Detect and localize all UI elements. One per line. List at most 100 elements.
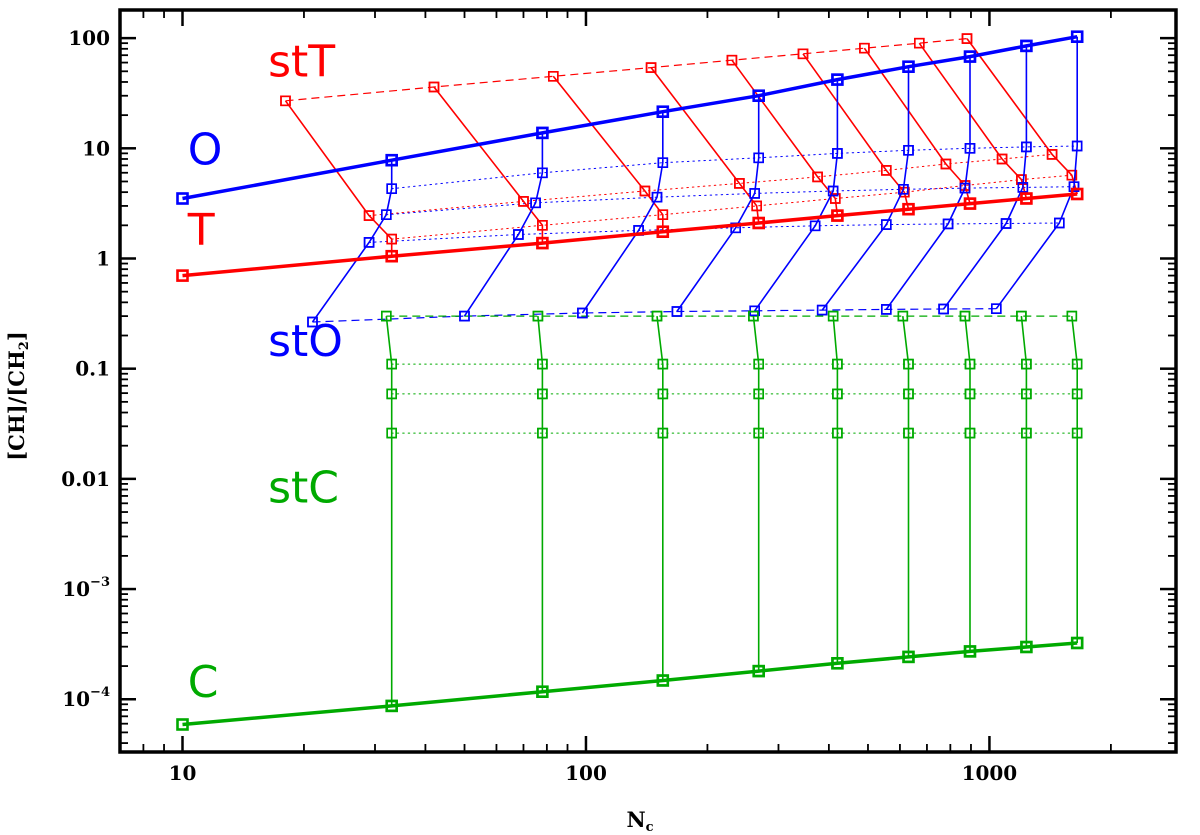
series-line-stC-to-C-2: [537, 316, 544, 692]
series-line-O-level-2: [385, 186, 1075, 216]
y-axis-title-main: [CH]/[CH: [4, 350, 29, 461]
series-stO: [307, 303, 1002, 328]
data-point: [386, 358, 398, 370]
data-point: [1020, 192, 1033, 205]
series-line-stO-to-O-1: [311, 160, 393, 323]
data-point: [959, 310, 971, 322]
data-point: [831, 656, 844, 670]
data-point: [1020, 640, 1033, 654]
data-point: [1071, 427, 1083, 439]
data-point: [963, 50, 977, 63]
series-stO-to-O-3: [577, 106, 669, 319]
data-point: [1066, 169, 1078, 181]
plot-area: [176, 30, 1084, 731]
data-point: [809, 220, 821, 232]
series-line-stT: [285, 38, 968, 102]
data-point: [176, 718, 189, 731]
tick-exponent: −3: [90, 575, 110, 590]
x-axis-title: Nc: [626, 807, 653, 835]
data-point: [752, 89, 766, 102]
data-point: [1021, 388, 1032, 400]
data-point: [832, 148, 843, 159]
series-line-stC-to-C-4: [752, 316, 760, 672]
series-line-stO-to-O-2: [463, 132, 544, 317]
y-axis-title: [CH]/[CH2]: [4, 331, 32, 461]
data-point: [859, 42, 870, 54]
data-point: [1017, 182, 1029, 193]
data-point: [753, 427, 765, 439]
data-point: [963, 645, 977, 658]
series-line-O: [182, 34, 1078, 201]
data-point: [903, 388, 914, 400]
data-point: [726, 54, 738, 66]
data-point: [832, 427, 843, 439]
data-point: [380, 209, 392, 220]
tick-exponent: −4: [90, 685, 110, 700]
data-point: [386, 427, 398, 439]
data-point: [827, 310, 839, 322]
data-point: [753, 388, 765, 400]
y-tick-label: 10−4: [62, 685, 110, 711]
series-stO-to-O-6: [816, 61, 914, 316]
y-tick-label: 100: [68, 26, 110, 50]
data-point: [1070, 187, 1084, 201]
data-point: [753, 152, 765, 164]
series-stC-level-1: [386, 358, 1083, 370]
series-line-stT-to-T-7: [863, 47, 971, 204]
series-line-stT-to-T-5: [731, 59, 839, 216]
series-line-stT-to-T-1: [284, 100, 393, 257]
data-point: [385, 153, 399, 167]
x-tick-label: 10: [169, 761, 197, 785]
data-point: [880, 304, 892, 315]
data-point: [964, 143, 976, 154]
data-point: [657, 427, 669, 439]
data-point: [730, 222, 742, 234]
data-point: [897, 310, 909, 322]
data-point: [913, 37, 925, 49]
series-O: [176, 30, 1084, 205]
series-stC-to-C-9: [1066, 310, 1083, 649]
data-point: [176, 269, 189, 282]
data-point: [964, 388, 976, 400]
data-point: [1071, 358, 1083, 370]
y-tick-label: 0.01: [61, 467, 110, 491]
series-line-stC-to-C-9: [1071, 316, 1078, 643]
data-point: [536, 236, 549, 250]
data-point: [880, 219, 892, 230]
data-point: [1070, 636, 1084, 650]
data-point: [903, 427, 914, 439]
data-point: [363, 210, 375, 221]
series-C: [176, 636, 1084, 731]
data-point: [385, 249, 399, 263]
data-point: [902, 60, 915, 74]
data-point: [990, 303, 1002, 315]
data-point: [752, 216, 766, 230]
data-point: [831, 73, 844, 86]
data-point: [748, 310, 759, 322]
data-point: [827, 185, 839, 197]
series-line-stT-to-T-9: [966, 38, 1078, 195]
series-stT-to-T-9: [961, 33, 1083, 200]
data-point: [656, 674, 670, 687]
data-point: [942, 218, 954, 230]
data-point: [832, 388, 843, 400]
data-point: [752, 664, 766, 678]
series-line-stC-to-C-5: [832, 316, 839, 664]
series-stT: [280, 33, 973, 107]
series-line-stO-to-O-9: [995, 36, 1078, 310]
y-tick-label: 1: [96, 247, 110, 271]
data-point: [753, 358, 765, 370]
data-point: [651, 191, 663, 203]
data-point: [902, 202, 915, 216]
data-point: [657, 157, 669, 168]
data-point: [537, 167, 548, 179]
series-line-stO-to-O-4: [676, 95, 760, 312]
data-point: [1021, 141, 1032, 153]
data-point: [812, 171, 823, 183]
data-point: [1016, 310, 1027, 322]
data-point: [829, 193, 841, 204]
data-point: [902, 650, 915, 664]
data-point: [1071, 140, 1083, 152]
